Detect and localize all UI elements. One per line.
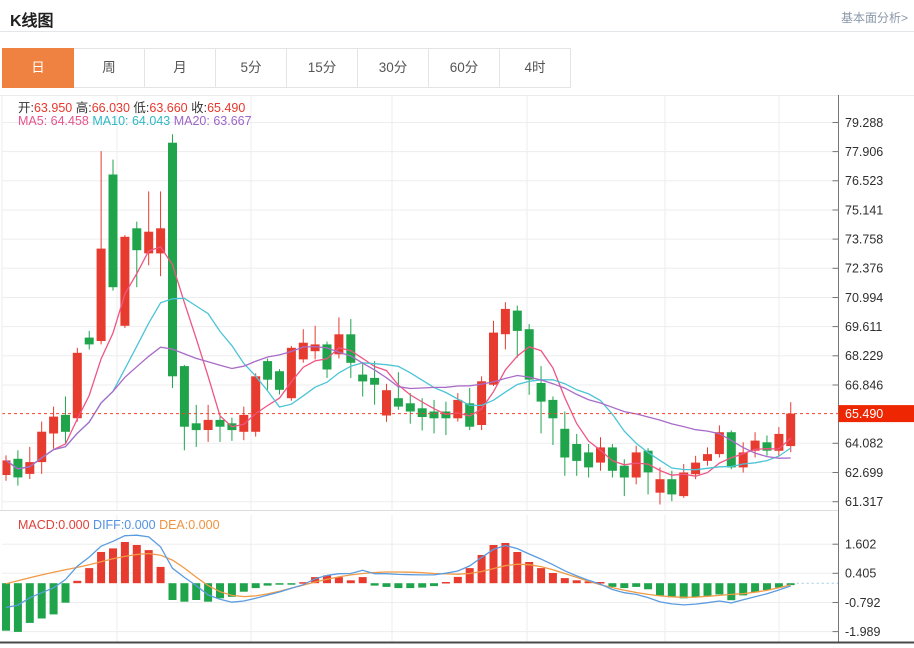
tab-5分[interactable]: 5分	[215, 48, 287, 88]
svg-text:76.523: 76.523	[845, 174, 883, 188]
svg-text:68.229: 68.229	[845, 349, 883, 363]
tab-周[interactable]: 周	[73, 48, 145, 88]
tab-15分[interactable]: 15分	[286, 48, 358, 88]
period-tabs: 日周月 5分 15分 30分 60分 4时	[2, 48, 571, 88]
close-label: 收:	[191, 101, 208, 115]
diff-value: 0.000	[124, 518, 156, 532]
ma20-label: MA20:	[173, 114, 214, 128]
open-label: 开:	[18, 101, 34, 115]
low-label: 低:	[133, 101, 150, 115]
ma10-value: 64.043	[131, 114, 171, 128]
svg-text:62.699: 62.699	[845, 466, 883, 480]
fundamental-analysis-link[interactable]: 基本面分析>	[840, 11, 908, 25]
high-label: 高:	[75, 101, 92, 115]
macd-legend: MACD:0.000 DIFF:0.000 DEA:0.000	[18, 518, 220, 532]
svg-text:61.317: 61.317	[845, 495, 883, 509]
svg-text:0.405: 0.405	[845, 567, 876, 581]
bottom-frame-bar	[0, 641, 914, 644]
current-price-tag: 65.490	[838, 405, 914, 423]
high-value: 66.030	[91, 101, 130, 115]
tab-30分[interactable]: 30分	[357, 48, 429, 88]
svg-text:-0.792: -0.792	[845, 596, 880, 610]
svg-text:64.082: 64.082	[845, 437, 883, 451]
svg-text:-1.989: -1.989	[845, 625, 880, 639]
macd-histogram	[2, 542, 795, 632]
svg-text:75.141: 75.141	[845, 203, 883, 217]
ma10-line	[5, 297, 792, 471]
macd-gridlines	[2, 543, 839, 633]
ma5-line	[5, 246, 792, 477]
ma20-value: 63.667	[213, 114, 252, 128]
tab-日[interactable]: 日	[2, 48, 74, 88]
dea-value: 0.000	[188, 518, 220, 532]
svg-text:73.758: 73.758	[845, 232, 883, 246]
dea-label: DEA:	[159, 518, 189, 532]
ma5-value: 64.458	[50, 114, 89, 128]
tab-4时[interactable]: 4时	[499, 48, 571, 88]
ma20-line	[5, 345, 791, 470]
svg-text:77.906: 77.906	[845, 145, 883, 159]
tab-60分[interactable]: 60分	[428, 48, 500, 88]
ma5-label: MA5:	[18, 114, 51, 128]
svg-text:66.846: 66.846	[845, 378, 883, 392]
svg-text:72.376: 72.376	[845, 262, 883, 276]
ma-legend: MA5: 64.458 MA10: 64.043 MA20: 63.667	[18, 114, 252, 128]
macd-label: MACD:	[18, 518, 59, 532]
kline-chart[interactable]: 79.288 77.906 76.523 75.141 73.758 72.376 70.9…	[0, 95, 914, 648]
svg-text:69.611: 69.611	[845, 320, 882, 334]
low-value: 63.660	[149, 101, 188, 115]
macd-axis-labels: 1.602 0.405 -0.792 -1.989	[832, 538, 880, 639]
ohlc-legend: 开:63.950 高:66.030 低:63.660 收:65.490	[18, 97, 245, 116]
diff-label: DIFF:	[93, 518, 125, 532]
macd-value: 0.000	[58, 518, 90, 532]
svg-text:70.994: 70.994	[845, 291, 883, 305]
page-title: K线图	[10, 13, 54, 30]
tab-月[interactable]: 月	[144, 48, 216, 88]
close-value: 65.490	[207, 101, 246, 115]
dea-line	[5, 552, 791, 598]
main-axis-labels: 79.288 77.906 76.523 75.141 73.758 72.376 70.9…	[832, 116, 883, 509]
ma10-label: MA10:	[92, 114, 132, 128]
svg-text:1.602: 1.602	[845, 538, 876, 552]
main-gridlines	[2, 122, 839, 503]
vertical-gridlines	[116, 95, 780, 643]
diff-line	[5, 534, 791, 609]
svg-text:79.288: 79.288	[845, 116, 883, 130]
svg-text:65.490: 65.490	[845, 407, 883, 421]
header-divider	[0, 31, 914, 32]
open-value: 63.950	[33, 101, 73, 115]
candles	[1, 134, 796, 505]
